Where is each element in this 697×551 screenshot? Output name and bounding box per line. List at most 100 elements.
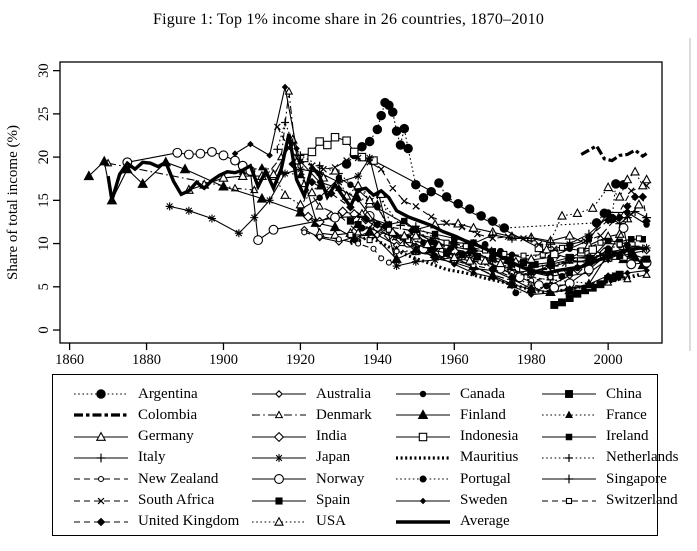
y-tick-label: 30 <box>36 63 52 78</box>
legend-label: Norway <box>316 470 365 487</box>
legend-line-sample <box>542 410 596 419</box>
legend-label: Portugal <box>460 470 511 487</box>
legend-label: Japan <box>316 449 351 466</box>
y-axis-title: Share of total income (%) <box>5 125 21 280</box>
legend-entry-germany: Germany <box>73 427 194 447</box>
legend-line-sample <box>74 476 128 483</box>
x-tick-label: 1880 <box>132 352 161 368</box>
series-usa <box>268 165 652 268</box>
legend-entry-france: France <box>541 405 647 425</box>
y-tick-label: 15 <box>36 193 52 208</box>
legend-line-sample <box>396 409 450 420</box>
legend-entry-australia: Australia <box>251 384 371 404</box>
legend-label: Canada <box>460 385 505 402</box>
y-tick-label: 10 <box>36 236 52 251</box>
legend-label: Sweden <box>460 492 508 508</box>
legend-entry-colombia: Colombia <box>73 405 197 425</box>
legend-line-sample <box>542 433 596 440</box>
x-tick-label: 1860 <box>55 352 84 368</box>
y-tick-label: 20 <box>36 150 52 165</box>
x-axis: 1860 1880 1900 1920 1940 1960 1980 2000 <box>55 343 623 368</box>
y-tick-label: 5 <box>36 283 52 290</box>
legend-entry-japan: Japan <box>251 448 350 468</box>
legend-entry-ireland: Ireland <box>541 427 648 447</box>
legend-line-sample <box>396 456 450 460</box>
legend-line-sample <box>396 497 450 504</box>
legend-label: Switzerland <box>606 492 678 508</box>
legend-line-sample <box>252 516 306 526</box>
legend-line-sample <box>74 431 128 441</box>
legend-line-sample <box>542 453 596 462</box>
legend-label: France <box>606 406 647 423</box>
x-tick-label: 1900 <box>209 352 238 368</box>
legend-entry-average: Average <box>395 512 510 532</box>
figure-title: Figure 1: Top 1% income share in 26 coun… <box>152 11 545 28</box>
x-tick-label: 2000 <box>594 352 623 368</box>
legend-line-sample <box>396 432 450 441</box>
legend-line-sample <box>252 496 306 505</box>
y-axis: 0 5 10 15 20 25 30 <box>36 63 60 334</box>
x-tick-label: 1980 <box>517 352 546 368</box>
y-tick-label: 0 <box>36 326 52 333</box>
legend-label: USA <box>316 513 347 530</box>
legend-entry-mauritius: Mauritius <box>395 448 518 468</box>
legend-label: Netherlands <box>606 449 679 466</box>
x-tick-label: 1940 <box>363 352 392 368</box>
legend-line-sample <box>252 431 306 442</box>
legend-label: Indonesia <box>460 428 519 445</box>
legend-entry-denmark: Denmark <box>251 405 372 425</box>
legend-label: Spain <box>316 492 351 508</box>
legend-entry-norway: Norway <box>251 469 364 489</box>
series-south-africa <box>273 123 651 253</box>
legend-entry-spain: Spain <box>251 491 350 511</box>
legend-entry-finland: Finland <box>395 405 506 425</box>
legend-label: Australia <box>316 385 371 402</box>
legend-label: New Zealand <box>138 470 219 487</box>
legend-line-sample <box>252 410 306 419</box>
legend-entry-indonesia: Indonesia <box>395 427 518 447</box>
legend-entry-new-zealand: New Zealand <box>73 469 218 489</box>
legend-label: Germany <box>138 428 194 445</box>
series-sweden <box>231 83 650 298</box>
legend-label: Finland <box>460 406 506 423</box>
legend-entry-singapore: Singapore <box>541 469 667 489</box>
legend-label: United Kingdom <box>138 513 240 530</box>
series-mauritius <box>349 234 640 294</box>
y-tick-label: 25 <box>36 107 52 122</box>
plot-box <box>59 61 663 344</box>
legend-entry-usa: USA <box>251 512 346 532</box>
legend-label: Ireland <box>606 428 649 445</box>
legend-line-sample <box>252 390 306 398</box>
legend-line-sample <box>74 413 128 417</box>
legend-entry-switzerland: Switzerland <box>541 491 678 511</box>
legend-line-sample <box>542 474 596 484</box>
legend-line-sample <box>542 390 596 398</box>
legend-label: Average <box>460 513 510 530</box>
window-edge-line <box>689 38 691 351</box>
legend-entry-sweden: Sweden <box>395 491 508 511</box>
legend-line-sample <box>74 389 128 399</box>
legend-line-sample <box>74 517 128 527</box>
legend-line-sample <box>542 497 596 504</box>
legend-line-sample <box>396 520 450 524</box>
legend-label: Singapore <box>606 470 667 487</box>
x-tick-label: 1960 <box>440 352 469 368</box>
series-average <box>106 133 647 275</box>
legend-label: Mauritius <box>460 449 519 466</box>
legend-entry-portugal: Portugal <box>395 469 511 489</box>
legend-label: Colombia <box>138 406 198 423</box>
legend-label: China <box>606 385 642 402</box>
chart-plot-area: 1860 1880 1900 1920 1940 1960 1980 2000 0 5 10 15 20… <box>5 61 663 368</box>
legend-line-sample <box>74 453 128 463</box>
legend-label: South Africa <box>138 492 215 508</box>
legend-entry-united-kingdom: United Kingdom <box>73 512 239 532</box>
x-tick-label: 1920 <box>286 352 315 368</box>
legend-entry-argentina: Argentina <box>73 384 198 404</box>
legend-entry-netherlands: Netherlands <box>541 448 678 468</box>
legend-label: Denmark <box>316 406 372 423</box>
legend-entry-canada: Canada <box>395 384 505 404</box>
legend-line-sample <box>396 390 450 398</box>
legend-entry-south-africa: South Africa <box>73 491 214 511</box>
legend-line-sample <box>74 497 128 504</box>
